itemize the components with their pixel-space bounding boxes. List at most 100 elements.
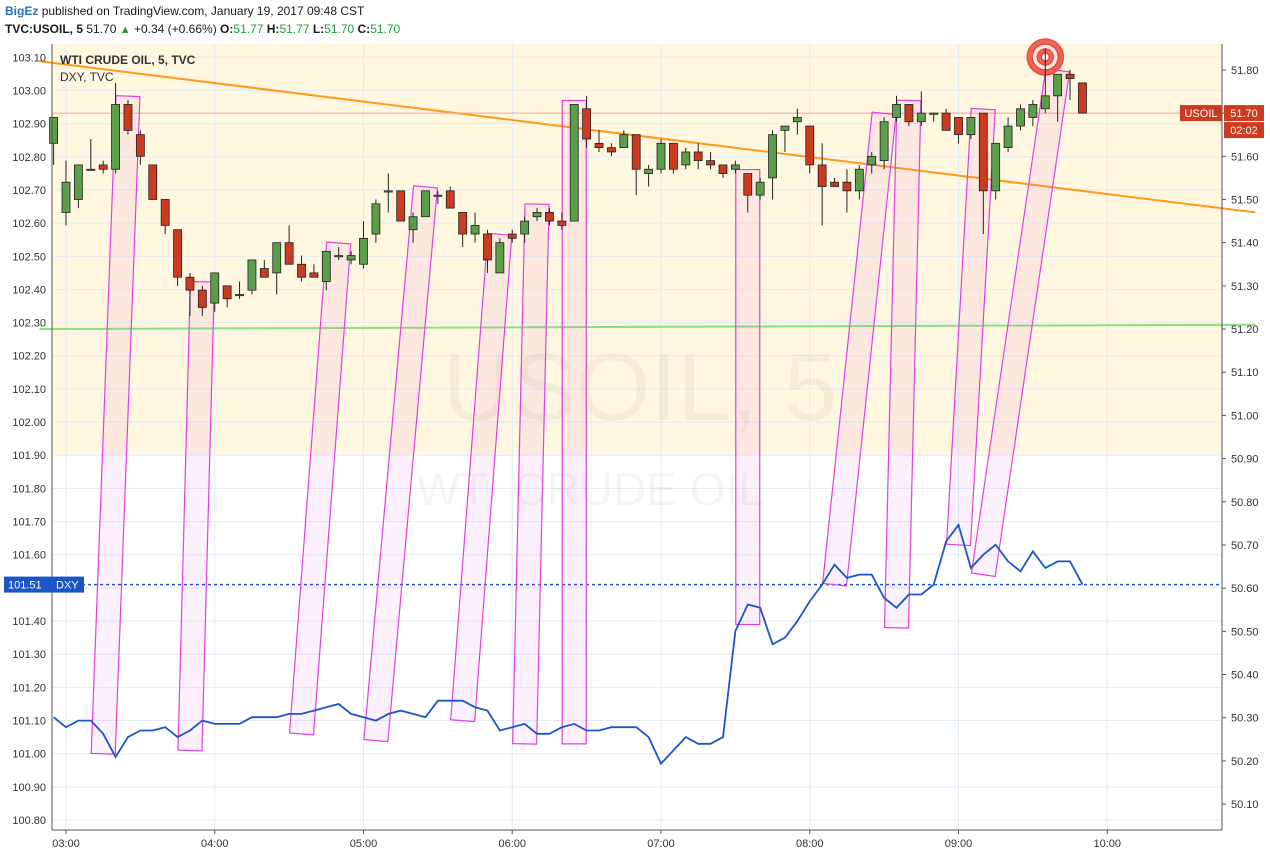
candle-body [173, 229, 182, 278]
candle[interactable] [730, 160, 740, 174]
right-axis-tick-label: 51.40 [1231, 238, 1259, 250]
candle[interactable] [458, 212, 468, 247]
candle[interactable] [123, 100, 133, 135]
candle[interactable] [805, 125, 815, 174]
candle[interactable] [371, 199, 381, 243]
candle[interactable] [259, 259, 269, 278]
right-axis-tick-label: 51.00 [1231, 410, 1259, 422]
candle[interactable] [433, 190, 443, 204]
candle[interactable] [978, 112, 988, 235]
candle[interactable] [904, 104, 914, 127]
chart-legend: WTI CRUDE OIL, 5, TVC DXY, TVC [60, 52, 195, 86]
candle[interactable] [545, 208, 554, 226]
candle[interactable] [718, 164, 728, 178]
candle[interactable] [421, 190, 430, 218]
candle[interactable] [755, 177, 765, 200]
candle[interactable] [160, 199, 170, 235]
left-axis-tick-label: 100.80 [12, 815, 46, 827]
candle[interactable] [148, 164, 158, 200]
candle[interactable] [557, 212, 567, 230]
candle[interactable] [830, 177, 839, 187]
dxy-series[interactable] [53, 522, 1084, 766]
candle[interactable] [185, 272, 195, 317]
candle[interactable] [966, 117, 976, 140]
author-name[interactable]: BigEz [5, 4, 39, 18]
candle[interactable] [693, 143, 703, 170]
candle[interactable] [1065, 69, 1075, 101]
candle[interactable] [1040, 48, 1050, 114]
usoil-series[interactable] [49, 48, 1087, 317]
x-axis-tick-label: 05:00 [350, 838, 378, 850]
candle[interactable] [768, 130, 777, 200]
candle-body [966, 117, 976, 136]
candle[interactable] [582, 95, 592, 148]
candle[interactable] [49, 117, 59, 165]
candle[interactable] [309, 264, 319, 278]
candle[interactable] [792, 108, 802, 135]
candle[interactable] [867, 151, 877, 174]
candle[interactable] [247, 259, 257, 295]
candle[interactable] [780, 125, 790, 152]
candle[interactable] [359, 221, 368, 269]
candle[interactable] [1003, 117, 1013, 152]
candle[interactable] [594, 130, 604, 152]
candle[interactable] [916, 91, 926, 127]
candle[interactable] [495, 238, 505, 274]
candle[interactable] [396, 190, 406, 222]
price-change: +0.34 (+0.66%) [133, 22, 217, 36]
candle[interactable] [98, 160, 108, 174]
candle[interactable] [941, 108, 951, 131]
candle[interactable] [507, 229, 517, 243]
candle[interactable] [1016, 104, 1025, 131]
candle[interactable] [135, 130, 145, 165]
candle[interactable] [681, 147, 691, 170]
candle[interactable] [631, 134, 641, 196]
candle[interactable] [607, 143, 616, 157]
candle-body [111, 104, 120, 170]
candle[interactable] [86, 139, 96, 171]
candle[interactable] [569, 104, 579, 222]
candle[interactable] [408, 212, 418, 243]
candle[interactable] [656, 139, 666, 174]
candle[interactable] [954, 117, 963, 144]
candle[interactable] [1053, 73, 1063, 122]
candle[interactable] [1078, 82, 1087, 114]
candle[interactable] [470, 212, 480, 243]
candle[interactable] [346, 251, 356, 265]
legend-main-series[interactable]: WTI CRUDE OIL, 5, TVC [60, 53, 196, 67]
candle[interactable] [173, 229, 182, 286]
candle[interactable] [297, 255, 306, 282]
candle[interactable] [321, 250, 331, 291]
candle[interactable] [817, 143, 827, 226]
candle[interactable] [991, 142, 1001, 200]
legend-second-series[interactable]: DXY, TVC [60, 70, 114, 84]
candle[interactable] [532, 208, 542, 222]
candle[interactable] [854, 164, 864, 200]
candle[interactable] [520, 216, 530, 243]
candle[interactable] [334, 246, 344, 260]
candle[interactable] [1028, 100, 1038, 127]
candle[interactable] [272, 242, 282, 295]
candle[interactable] [284, 225, 294, 265]
candle[interactable] [222, 285, 232, 308]
candle-body [197, 289, 207, 308]
candle[interactable] [892, 95, 901, 122]
candle[interactable] [644, 164, 654, 187]
candle[interactable] [483, 229, 492, 273]
candle[interactable] [445, 186, 455, 209]
candle[interactable] [210, 272, 220, 312]
candle[interactable] [73, 164, 83, 209]
candle[interactable] [879, 117, 889, 170]
candle[interactable] [235, 281, 244, 299]
candle[interactable] [619, 130, 629, 149]
candle[interactable] [668, 142, 678, 174]
candle[interactable] [929, 112, 939, 122]
candle[interactable] [743, 173, 753, 213]
candle[interactable] [383, 173, 393, 213]
candle[interactable] [61, 160, 71, 226]
candle[interactable] [111, 82, 120, 174]
candle[interactable] [706, 151, 715, 170]
candle[interactable] [197, 285, 207, 317]
candle[interactable] [842, 169, 852, 213]
